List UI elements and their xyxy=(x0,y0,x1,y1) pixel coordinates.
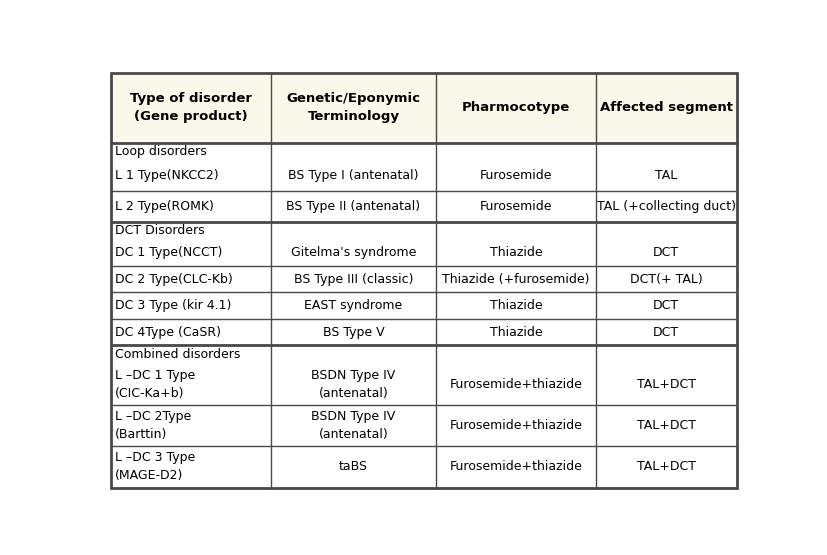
Text: TAL (+collecting duct): TAL (+collecting duct) xyxy=(597,200,736,213)
Bar xyxy=(111,73,737,143)
Text: EAST syndrome: EAST syndrome xyxy=(304,299,403,312)
Bar xyxy=(111,346,737,364)
Bar xyxy=(111,292,737,319)
Text: DC 3 Type (kir 4.1): DC 3 Type (kir 4.1) xyxy=(115,299,232,312)
Bar xyxy=(111,405,737,446)
Text: L –DC 3 Type
(MAGE-D2): L –DC 3 Type (MAGE-D2) xyxy=(115,451,195,482)
Bar xyxy=(111,364,737,405)
Text: BSDN Type IV
(antenatal): BSDN Type IV (antenatal) xyxy=(311,410,395,441)
Text: L 2 Type(ROMK): L 2 Type(ROMK) xyxy=(115,200,213,213)
Text: Furosemide: Furosemide xyxy=(480,169,552,182)
Text: Furosemide: Furosemide xyxy=(480,200,552,213)
Bar xyxy=(111,191,737,221)
Text: Pharmocotype: Pharmocotype xyxy=(462,102,571,114)
Text: Combined disorders: Combined disorders xyxy=(115,348,240,361)
Text: taBS: taBS xyxy=(339,460,368,473)
Text: Furosemide+thiazide: Furosemide+thiazide xyxy=(450,460,582,473)
Text: BS Type III (classic): BS Type III (classic) xyxy=(294,273,414,286)
Text: Thiazide: Thiazide xyxy=(490,326,543,339)
Text: Furosemide+thiazide: Furosemide+thiazide xyxy=(450,377,582,391)
Bar xyxy=(111,446,737,487)
Bar xyxy=(111,266,737,292)
Text: Thiazide: Thiazide xyxy=(490,299,543,312)
Text: Loop disorders: Loop disorders xyxy=(115,145,207,158)
Text: Thiazide (+furosemide): Thiazide (+furosemide) xyxy=(442,273,590,286)
Text: Genetic/Eponymic
Terminology: Genetic/Eponymic Terminology xyxy=(286,92,420,123)
Text: DCT(+ TAL): DCT(+ TAL) xyxy=(630,273,703,286)
Text: BSDN Type IV
(antenatal): BSDN Type IV (antenatal) xyxy=(311,369,395,400)
Text: DC 1 Type(NCCT): DC 1 Type(NCCT) xyxy=(115,246,222,259)
Text: DCT: DCT xyxy=(653,299,679,312)
Text: L 1 Type(NKCC2): L 1 Type(NKCC2) xyxy=(115,169,218,182)
Bar xyxy=(111,221,737,240)
Text: DCT: DCT xyxy=(653,246,679,259)
Text: DC 2 Type(CLC-Kb): DC 2 Type(CLC-Kb) xyxy=(115,273,232,286)
Text: Furosemide+thiazide: Furosemide+thiazide xyxy=(450,419,582,432)
Text: TAL+DCT: TAL+DCT xyxy=(637,460,696,473)
Text: Type of disorder
(Gene product): Type of disorder (Gene product) xyxy=(130,92,252,123)
Text: L –DC 2Type
(Barttin): L –DC 2Type (Barttin) xyxy=(115,410,191,441)
Text: DC 4Type (CaSR): DC 4Type (CaSR) xyxy=(115,326,221,339)
Text: Affected segment: Affected segment xyxy=(600,102,733,114)
Text: DCT: DCT xyxy=(653,326,679,339)
Text: TAL+DCT: TAL+DCT xyxy=(637,377,696,391)
Text: TAL+DCT: TAL+DCT xyxy=(637,419,696,432)
Bar xyxy=(111,143,737,160)
Text: Gitelma's syndrome: Gitelma's syndrome xyxy=(291,246,416,259)
Bar xyxy=(111,160,737,191)
Text: DCT Disorders: DCT Disorders xyxy=(115,224,204,237)
Bar xyxy=(111,240,737,266)
Bar xyxy=(111,319,737,346)
Text: BS Type II (antenatal): BS Type II (antenatal) xyxy=(286,200,420,213)
Text: L –DC 1 Type
(CIC-Ka+b): L –DC 1 Type (CIC-Ka+b) xyxy=(115,369,195,400)
Text: Thiazide: Thiazide xyxy=(490,246,543,259)
Text: TAL: TAL xyxy=(655,169,677,182)
Text: BS Type V: BS Type V xyxy=(323,326,385,339)
Text: BS Type I (antenatal): BS Type I (antenatal) xyxy=(289,169,418,182)
